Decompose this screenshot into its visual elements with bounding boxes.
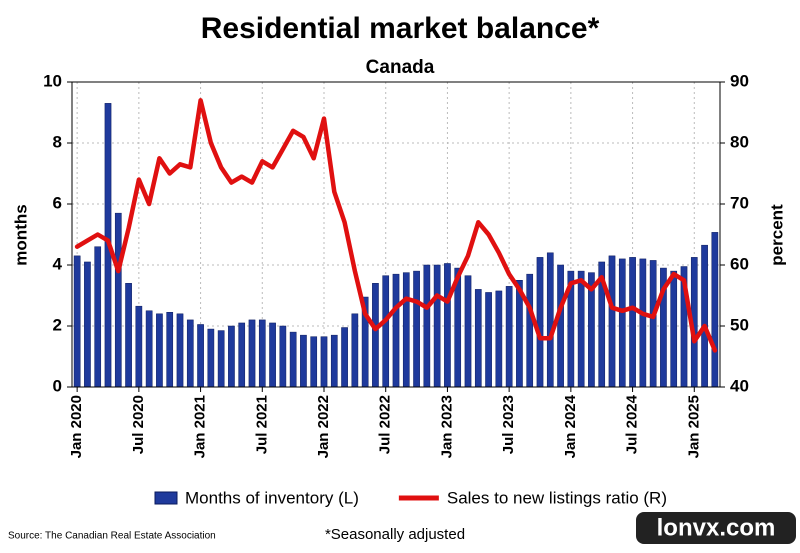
- bar: [258, 319, 266, 388]
- bar: [711, 232, 719, 388]
- x-tick-label: Jan 2023: [438, 395, 455, 458]
- bar: [423, 264, 431, 388]
- y-tick-label: 2: [53, 315, 62, 334]
- bar: [197, 324, 204, 388]
- bar: [649, 260, 657, 388]
- bar: [546, 252, 554, 388]
- bar: [330, 334, 338, 388]
- x-tick-label: Jul 2021: [253, 395, 270, 454]
- bar: [135, 305, 143, 388]
- bar: [289, 331, 297, 388]
- legend-label: Months of inventory (L): [185, 488, 359, 507]
- watermark-box: [636, 512, 796, 544]
- bar: [402, 272, 410, 388]
- x-tick-label: Jul 2024: [624, 394, 641, 454]
- bar: [341, 327, 348, 388]
- bar: [701, 244, 708, 388]
- y-tick-label: 0: [53, 376, 62, 395]
- y2-axis-label: percent: [767, 204, 786, 266]
- y-tick-label: 4: [53, 254, 63, 273]
- bar: [310, 336, 318, 388]
- x-tick-label: Jan 2020: [68, 395, 85, 458]
- bar: [485, 292, 492, 388]
- y-axis-label: months: [11, 204, 30, 265]
- note: *Seasonally adjusted: [325, 526, 465, 543]
- x-tick-label: Jul 2020: [130, 395, 147, 454]
- bar: [186, 319, 194, 388]
- bar: [639, 258, 647, 388]
- bar: [444, 263, 451, 388]
- y2-tick-label: 90: [730, 71, 749, 90]
- bar: [320, 336, 328, 388]
- chart-title: Residential market balance*: [201, 12, 600, 45]
- y2-tick-label: 60: [730, 254, 749, 273]
- bar: [114, 212, 122, 388]
- bar: [618, 258, 626, 388]
- y-tick-label: 6: [53, 193, 62, 212]
- bar: [474, 289, 482, 388]
- bar: [125, 283, 132, 388]
- chart-subtitle: Canada: [366, 57, 435, 78]
- bar: [238, 322, 246, 388]
- y2-tick-label: 80: [730, 132, 749, 151]
- watermark: lonvx.com: [657, 514, 776, 541]
- bar: [300, 334, 307, 388]
- bar: [156, 313, 163, 388]
- x-tick-label: Jan 2022: [315, 395, 332, 458]
- bar: [84, 261, 91, 388]
- bar: [629, 257, 636, 388]
- bar: [166, 312, 174, 388]
- bar: [536, 257, 544, 388]
- y2-tick-label: 70: [730, 193, 749, 212]
- bar: [217, 330, 225, 388]
- line: [74, 98, 718, 353]
- bar: [145, 310, 153, 388]
- bar: [269, 322, 276, 388]
- bar: [176, 313, 184, 388]
- y2-tick-label: 50: [730, 315, 749, 334]
- bar: [351, 313, 359, 388]
- bar: [392, 273, 400, 388]
- bar: [557, 264, 564, 388]
- bar: [670, 270, 678, 388]
- bar: [464, 275, 472, 388]
- bar: [505, 286, 513, 388]
- bar: [372, 283, 379, 388]
- bar: [382, 275, 390, 388]
- y2-tick-label: 40: [730, 376, 749, 395]
- bar: [577, 270, 585, 388]
- bar: [495, 290, 503, 388]
- source: Source: The Canadian Real Estate Associa…: [8, 531, 216, 542]
- legend-label: Sales to new listings ratio (R): [447, 488, 667, 507]
- x-tick-label: Jan 2021: [192, 395, 209, 458]
- bar: [279, 325, 287, 388]
- plot-frame: [71, 81, 721, 388]
- bar: [94, 246, 102, 388]
- bar: [73, 255, 81, 388]
- x-tick-label: Jan 2025: [685, 395, 702, 458]
- bar: [228, 325, 235, 388]
- x-tick-label: Jan 2024: [562, 394, 579, 458]
- bar: [248, 319, 256, 388]
- x-tick-label: Jul 2023: [500, 395, 517, 454]
- y-tick-label: 10: [43, 71, 62, 90]
- bar: [207, 328, 215, 388]
- y-tick-label: 8: [53, 132, 62, 151]
- bar: [526, 273, 534, 388]
- bar: [433, 264, 441, 388]
- legend-swatch: [154, 491, 178, 505]
- bar: [608, 255, 616, 388]
- x-tick-label: Jul 2022: [377, 395, 394, 454]
- bar: [413, 270, 420, 388]
